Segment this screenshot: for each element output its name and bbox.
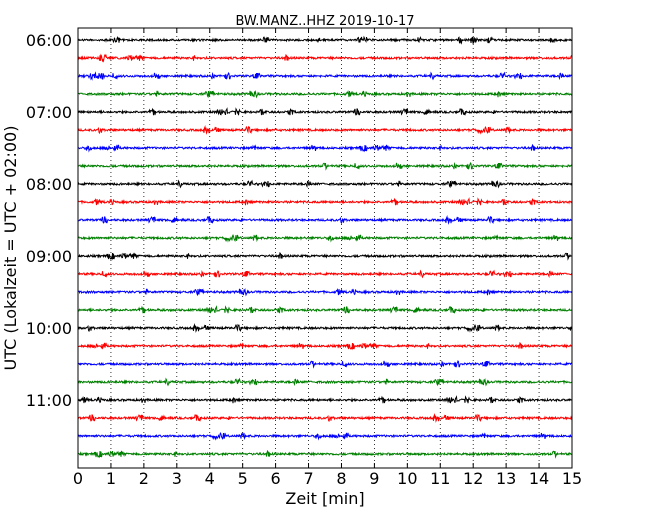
y-tick-label: 11:00 [26,391,72,410]
trace-0645 [77,89,573,99]
y-tick-label: 08:00 [26,175,72,194]
x-tick-label: 14 [529,469,549,488]
y-axis-ticks: 06:00 07:00 08:00 09:00 10:00 11:00 [26,31,572,410]
trace-0715 [77,125,573,135]
trace-1015 [77,341,573,351]
trace-0845 [77,234,573,243]
trace-0915 [77,269,573,279]
trace-0900 [77,251,573,261]
trace-0815 [77,197,573,206]
y-tick-label: 07:00 [26,103,72,122]
trace-0615 [77,53,573,63]
x-tick-label: 7 [303,469,313,488]
plot-frame [77,27,573,469]
trace-1100 [77,395,573,404]
trace-0700 [77,107,573,116]
x-tick-label: 13 [496,469,516,488]
trace-0800 [77,179,573,189]
chart-title: BW.MANZ..HHZ 2019-10-17 [235,14,414,29]
trace-1115 [77,413,573,423]
trace-0745 [77,161,573,171]
x-tick-label: 1 [106,469,116,488]
x-tick-label: 6 [271,469,281,488]
y-axis-label: UTC (Lokalzeit = UTC + 02:00) [1,126,20,371]
x-tick-label: 12 [463,469,483,488]
trace-0600 [77,35,573,45]
trace-1045 [77,377,573,387]
trace-0930 [77,287,573,297]
x-tick-label: 0 [73,469,83,488]
traces-group [77,35,573,459]
x-tick-label: 2 [139,469,149,488]
x-tick-label: 8 [336,469,346,488]
x-tick-label: 9 [369,469,379,488]
x-tick-label: 3 [172,469,182,488]
x-tick-label: 15 [562,469,582,488]
trace-1030 [77,359,573,369]
trace-1000 [77,323,573,333]
trace-0830 [78,215,573,225]
y-tick-label: 09:00 [26,247,72,266]
x-tick-label: 10 [397,469,417,488]
x-axis-ticks: 0 1 2 3 4 5 6 7 8 9 10 11 12 13 14 15 [73,28,582,488]
x-tick-label: 11 [430,469,450,488]
x-tick-label: 4 [205,469,215,488]
trace-1145 [77,449,573,459]
y-tick-label: 06:00 [26,31,72,50]
vertical-grid [110,28,540,468]
trace-0945 [77,305,573,314]
trace-0730 [77,143,573,153]
x-axis-label: Zeit [min] [285,489,364,508]
x-tick-label: 5 [238,469,248,488]
y-tick-label: 10:00 [26,319,72,338]
trace-1130 [77,432,573,441]
trace-0630 [77,71,573,81]
